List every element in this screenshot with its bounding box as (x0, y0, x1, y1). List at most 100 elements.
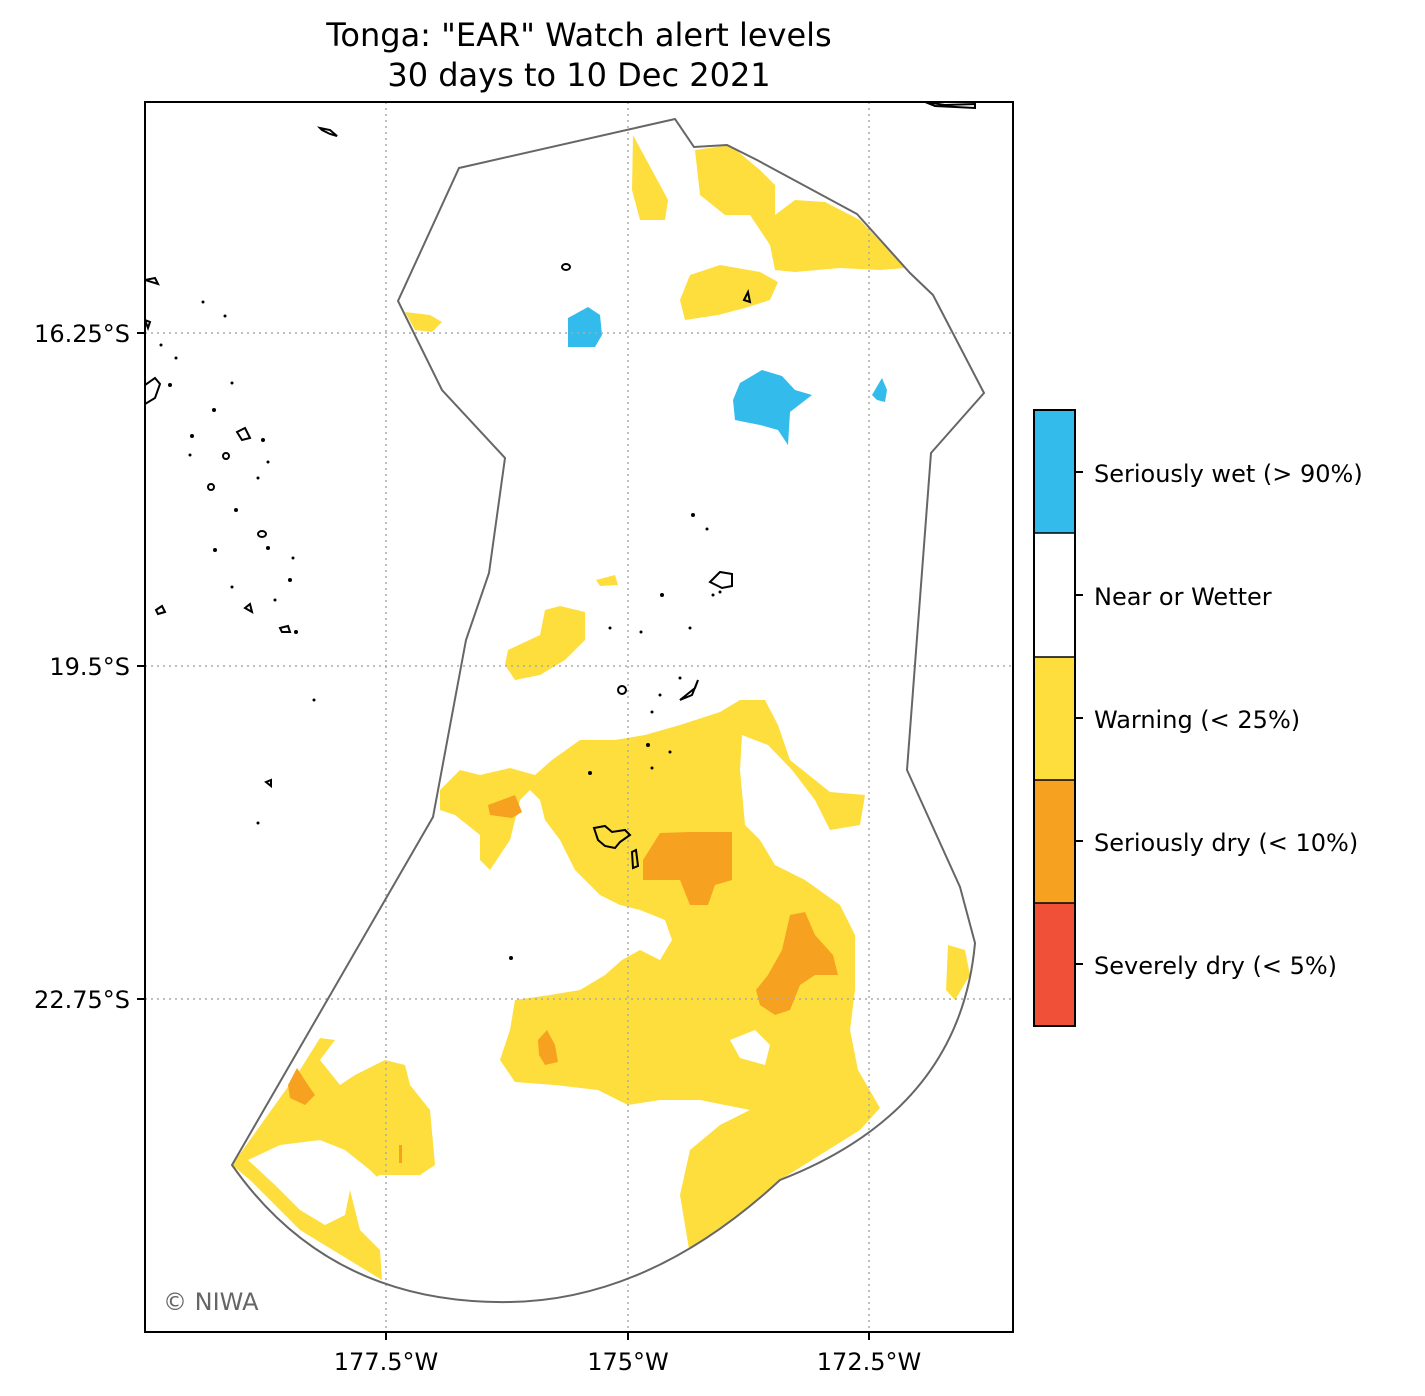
islet (159, 343, 163, 347)
island-top-right (924, 102, 976, 110)
islet (230, 381, 234, 385)
islands (145, 102, 976, 870)
x-tick-label: 175°W (587, 1348, 669, 1376)
islet (509, 956, 513, 960)
islet (174, 356, 178, 360)
islet (256, 821, 260, 825)
legend-swatch-seriously-wet (1034, 410, 1075, 533)
islet (650, 766, 654, 770)
dry-area-5 (288, 1068, 315, 1105)
legend-label-near-or-wetter: Near or Wetter (1094, 583, 1272, 611)
fiji-coast-2 (145, 318, 152, 331)
islet (288, 578, 292, 582)
lau-island-7 (243, 602, 254, 615)
legend-ticks (1075, 471, 1083, 965)
graticule (145, 102, 1013, 1332)
warning-area-north-small (632, 135, 668, 220)
lau-island-8 (264, 778, 272, 789)
fiji-coast-1 (145, 276, 160, 286)
warning-area-mid-west (505, 606, 585, 680)
legend-label-severely-dry: Severely dry (< 5%) (1094, 952, 1337, 980)
dry-area-1 (488, 795, 522, 818)
wet-area-1 (568, 307, 602, 347)
near-hole-south-east (730, 1030, 770, 1065)
axis-ticks (137, 332, 870, 1340)
islet (273, 598, 277, 602)
warning-area-north-cluster (695, 145, 905, 272)
islet (188, 453, 192, 457)
wet-area-3 (872, 378, 887, 402)
seriously-wet-areas (568, 307, 887, 445)
legend-swatch-seriously-dry (1034, 780, 1075, 903)
islet (711, 593, 715, 597)
islet (646, 743, 650, 747)
wet-area-2 (733, 370, 812, 445)
lau-island-4 (235, 426, 252, 442)
seriously-dry-areas (288, 795, 838, 1163)
island-tofua (617, 685, 627, 695)
islet (678, 676, 682, 680)
islet (588, 771, 592, 775)
legend-swatch-warning (1034, 657, 1075, 780)
islet (168, 383, 172, 387)
islet (266, 546, 270, 550)
islet (650, 710, 654, 714)
islet (261, 438, 265, 442)
warning-areas (232, 135, 970, 1280)
alert-areas (232, 135, 970, 1280)
legend-label-warning: Warning (< 25%) (1094, 706, 1300, 734)
x-tick-label: 172.5°W (817, 1348, 921, 1376)
lau-island-3 (257, 530, 267, 538)
islet (294, 630, 298, 634)
islet (608, 626, 612, 630)
island-north-tip (316, 126, 338, 137)
warning-area-dot-center (596, 575, 618, 586)
credit-text: © NIWA (163, 1288, 259, 1316)
island-eua (630, 848, 640, 870)
legend-label-seriously-dry: Seriously dry (< 10%) (1094, 829, 1358, 857)
islet (705, 527, 709, 531)
fiji-coast-3 (145, 376, 162, 405)
island-haapai-1 (679, 679, 699, 701)
islet (660, 593, 664, 597)
legend-swatch-near-or-wetter (1034, 533, 1075, 657)
islet (691, 513, 695, 517)
y-tick-label: 16.25°S (34, 320, 130, 348)
near-or-wetter-holes (248, 1030, 770, 1225)
islet (201, 300, 205, 304)
dry-area-2 (643, 832, 732, 905)
warning-area-north-east (680, 265, 778, 320)
islet (190, 434, 194, 438)
dry-area-6 (399, 1145, 402, 1163)
near-hole-south-west (248, 1140, 380, 1225)
lau-island-6 (278, 624, 292, 633)
islet (230, 585, 234, 589)
islet (212, 408, 216, 412)
small-islets (159, 300, 722, 960)
island-niuatoputapu (561, 263, 571, 271)
legend-dividers (1034, 532, 1075, 904)
islet (223, 314, 227, 318)
y-tick-label: 19.5°S (49, 653, 130, 681)
island-vavau (708, 570, 733, 590)
map-frame (144, 101, 1014, 1333)
island-niuafoou-reef (742, 288, 752, 304)
lau-island-1 (207, 483, 215, 491)
lau-island-5 (154, 604, 167, 616)
eez-boundary (230, 117, 986, 1304)
islet (234, 508, 238, 512)
colorbar-legend: Seriously wet (> 90%) Near or Wetter War… (1033, 409, 1363, 1027)
map-title: Tonga: "EAR" Watch alert levels (326, 16, 832, 54)
legend-swatch-severely-dry (1034, 903, 1075, 1026)
y-tick-label: 22.75°S (34, 986, 130, 1014)
x-tick-label: 177.5°W (334, 1348, 438, 1376)
islet (312, 698, 316, 702)
islet (291, 556, 295, 560)
dry-area-4 (538, 1030, 558, 1065)
dry-area-3 (756, 912, 838, 1015)
islet (213, 548, 217, 552)
map-subtitle: 30 days to 10 Dec 2021 (387, 56, 771, 94)
warning-area-south-main (440, 700, 880, 1255)
lau-island-2 (222, 452, 230, 460)
islet (639, 630, 643, 634)
